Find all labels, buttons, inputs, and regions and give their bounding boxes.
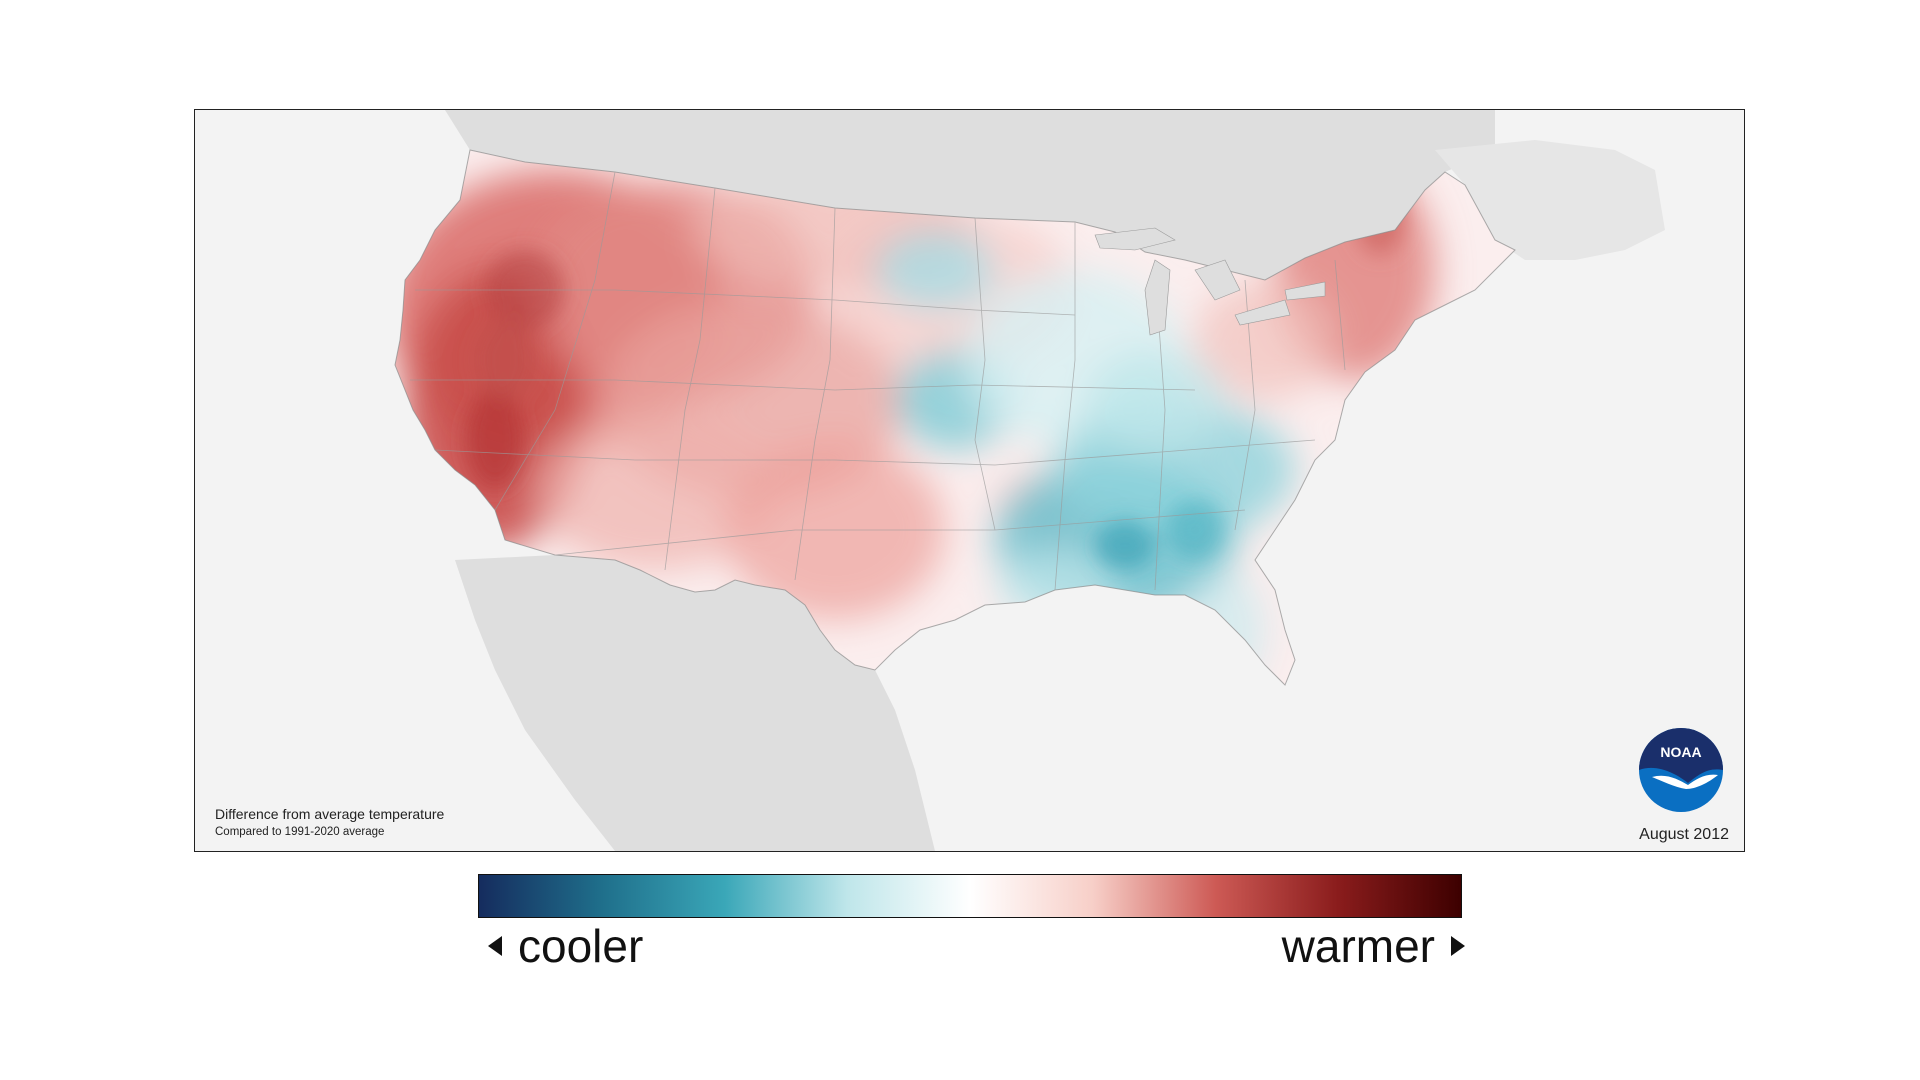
- anomaly-field: [395, 160, 1435, 685]
- map-panel: Difference from average temperature Comp…: [194, 109, 1745, 852]
- surrounding-land: [445, 110, 1665, 851]
- caption-subtitle: Compared to 1991-2020 average: [215, 826, 385, 838]
- right-arrow-icon: [1451, 935, 1465, 956]
- color-scale-bar: [478, 874, 1462, 918]
- noaa-logo-text: NOAA: [1660, 744, 1701, 760]
- caption-title: Difference from average temperature: [215, 806, 445, 822]
- noaa-logo: NOAA: [1639, 728, 1723, 812]
- legend-cool-label: cooler: [518, 920, 644, 972]
- left-arrow-icon: [488, 935, 502, 956]
- legend-warm: warmer: [1282, 918, 1465, 974]
- legend-cool: cooler: [488, 918, 643, 974]
- legend-warm-label: warmer: [1281, 920, 1435, 972]
- great-lakes: [1094, 227, 1326, 336]
- map-date: August 2012: [1639, 826, 1729, 843]
- state-borders: [394, 149, 1516, 686]
- temperature-anomaly-map: [394, 110, 1665, 851]
